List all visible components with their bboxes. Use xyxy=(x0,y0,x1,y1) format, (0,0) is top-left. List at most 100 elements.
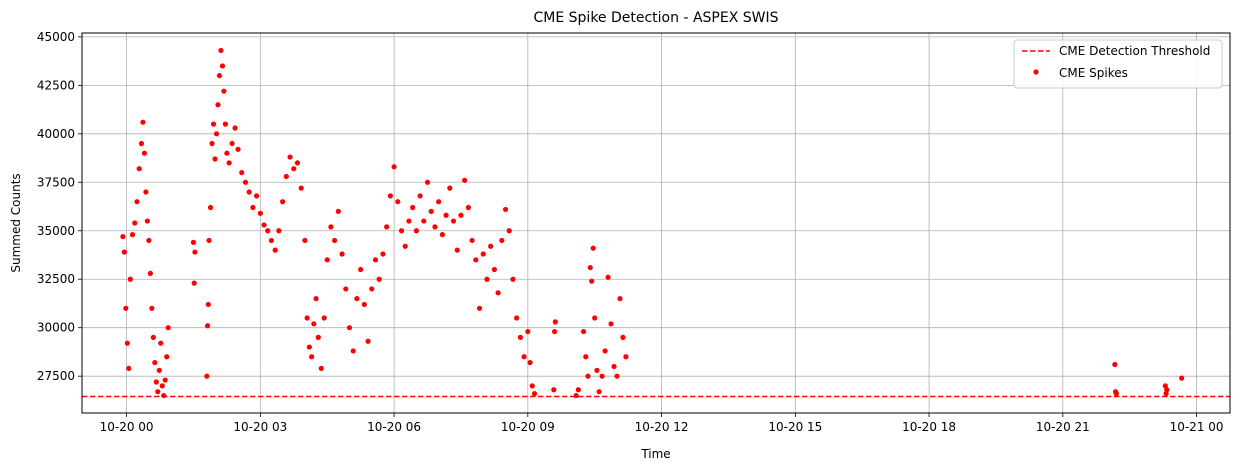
spike-point xyxy=(219,63,226,69)
spike-point xyxy=(321,315,327,321)
spike-point xyxy=(212,156,218,162)
spike-point xyxy=(510,276,516,282)
spike-point xyxy=(232,125,238,131)
spike-point xyxy=(525,328,531,335)
x-tick-label: 10-20 03 xyxy=(233,420,287,434)
y-tick-label: 32500 xyxy=(37,272,75,286)
spike-point xyxy=(450,218,457,224)
y-tick-label: 42500 xyxy=(37,78,75,92)
spike-point xyxy=(132,220,138,226)
spike-point xyxy=(439,232,445,238)
spike-point xyxy=(283,173,289,180)
plot-area-frame xyxy=(81,32,1231,414)
spike-point xyxy=(257,210,263,216)
spike-point xyxy=(313,296,319,302)
spike-point xyxy=(191,280,197,286)
spike-point xyxy=(204,373,210,379)
spike-point xyxy=(149,305,155,311)
x-tick-label: 10-20 12 xyxy=(635,420,689,434)
spike-point xyxy=(311,321,317,327)
spike-point xyxy=(123,305,129,311)
spike-point xyxy=(499,237,505,244)
spike-point xyxy=(335,208,341,214)
legend-box xyxy=(1013,39,1223,89)
spike-point xyxy=(521,354,527,360)
spike-point xyxy=(164,354,170,360)
spike-point xyxy=(291,166,297,172)
spike-point xyxy=(306,344,312,350)
spike-point xyxy=(224,150,230,156)
y-tick-label: 27500 xyxy=(37,369,75,383)
x-axis-label: Time xyxy=(640,447,670,461)
spike-point xyxy=(476,305,483,311)
chart-title: CME Spike Detection - ASPEX SWIS xyxy=(534,10,779,26)
spike-point xyxy=(332,237,338,244)
spike-point xyxy=(328,224,334,230)
spike-point xyxy=(161,392,167,399)
x-tick-label: 10-21 00 xyxy=(1170,420,1224,434)
spike-point xyxy=(254,193,260,199)
spike-point xyxy=(127,276,133,282)
spike-point xyxy=(594,367,600,373)
spike-point xyxy=(141,150,148,156)
spike-point xyxy=(134,199,140,205)
spike-point xyxy=(458,212,464,218)
spike-point xyxy=(346,325,353,331)
spike-point xyxy=(242,179,249,185)
spike-point xyxy=(589,278,595,284)
spike-point xyxy=(261,222,267,228)
spike-point xyxy=(235,146,241,152)
spike-point xyxy=(304,315,310,321)
spike-point xyxy=(156,367,162,373)
spike-point xyxy=(207,204,214,211)
spike-point xyxy=(140,119,146,125)
spike-point xyxy=(605,274,611,280)
y-axis-label: Summed Counts xyxy=(9,173,23,272)
spike-point xyxy=(480,251,486,257)
spike-point xyxy=(585,373,591,379)
y-tick-label: 45000 xyxy=(37,30,75,44)
spike-point xyxy=(209,140,215,147)
spike-point xyxy=(213,131,220,137)
spike-point xyxy=(596,389,602,395)
spike-point xyxy=(387,193,393,199)
spike-point xyxy=(1179,375,1185,381)
spike-point xyxy=(413,228,419,234)
spike-point xyxy=(552,319,558,325)
spike-point xyxy=(484,276,490,282)
spike-point xyxy=(462,177,468,183)
spike-point xyxy=(294,160,301,166)
spike-point xyxy=(246,189,252,195)
spike-point xyxy=(406,218,412,224)
spike-point xyxy=(447,185,453,191)
spike-point xyxy=(531,391,538,397)
spike-point xyxy=(573,392,579,399)
spike-point xyxy=(126,365,132,372)
spike-point xyxy=(339,251,345,257)
spike-point xyxy=(611,363,617,370)
axis-ticks: 10-20 00 10-20 03 10-20 06 10-20 09 10-20 12… xyxy=(37,30,1224,434)
spike-point xyxy=(302,237,308,244)
spike-point xyxy=(551,328,558,335)
spike-point xyxy=(204,323,211,329)
spike-point xyxy=(318,365,324,372)
spike-point xyxy=(473,257,479,263)
spike-point xyxy=(129,232,136,238)
spike-point xyxy=(502,206,509,213)
spike-point xyxy=(391,164,397,170)
spike-point xyxy=(454,247,460,253)
spike-point xyxy=(620,334,626,340)
spike-point xyxy=(402,243,408,249)
spike-point xyxy=(580,328,587,335)
spike-point xyxy=(424,179,431,185)
spike-point xyxy=(265,228,271,234)
spike-point xyxy=(121,249,127,255)
spike-point xyxy=(587,264,593,271)
x-tick-label: 10-20 06 xyxy=(367,420,421,434)
spike-point xyxy=(210,121,217,127)
legend-spikes-label: CME Spikes xyxy=(1059,66,1128,80)
spike-point xyxy=(144,218,150,224)
legend: CME Detection Threshold CME Spikes xyxy=(1013,39,1223,89)
spike-point xyxy=(280,199,286,205)
spike-point xyxy=(465,204,471,211)
